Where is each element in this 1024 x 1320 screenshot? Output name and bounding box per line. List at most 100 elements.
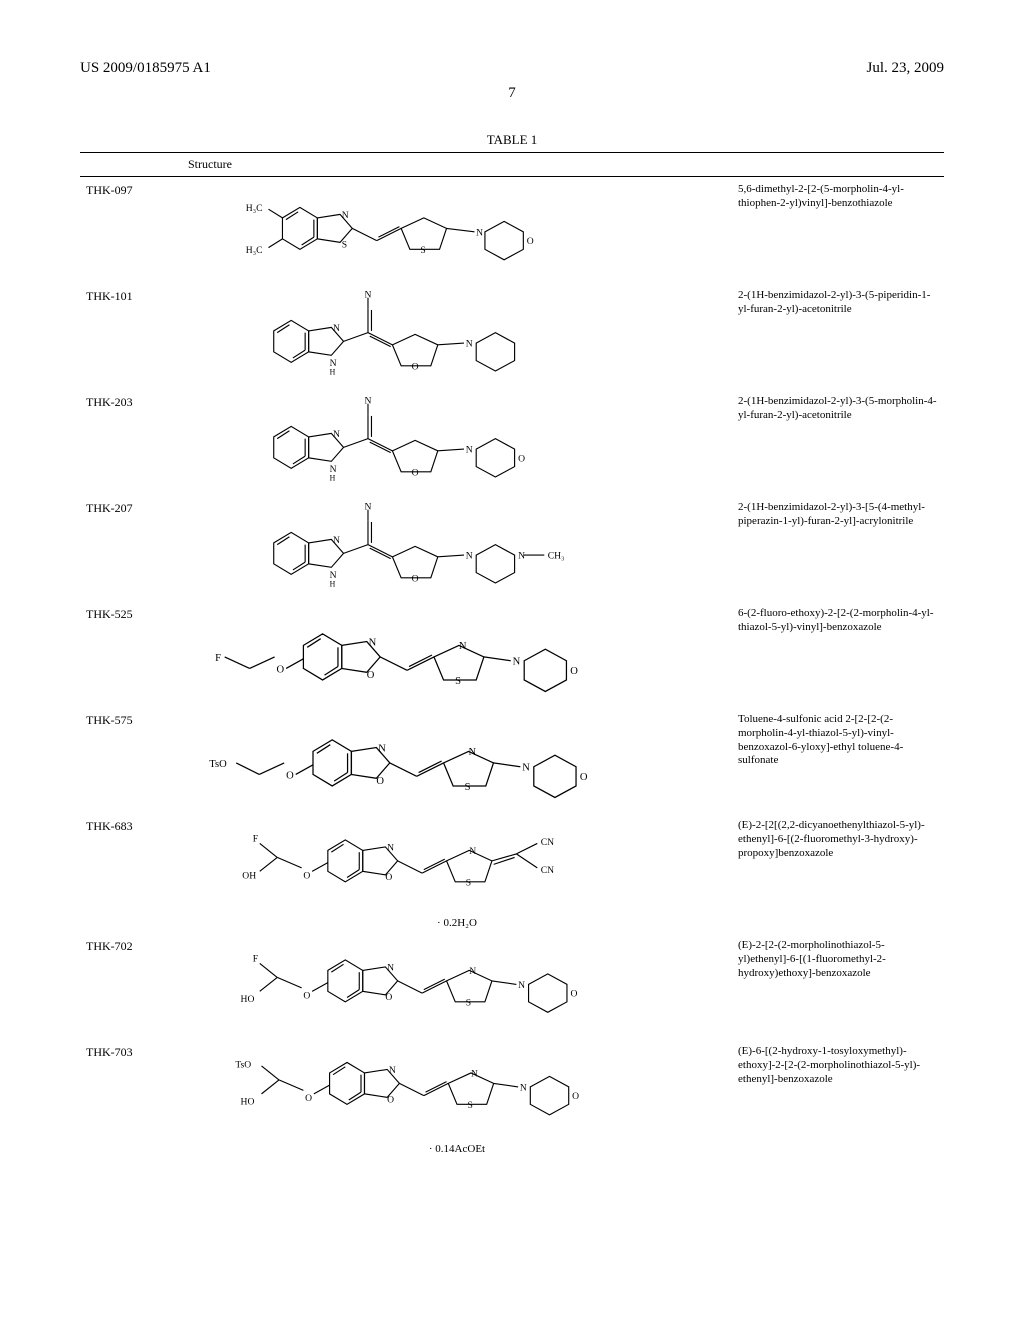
structure-thk-575: TsO O N O N: [188, 713, 726, 809]
svg-text:O: O: [580, 772, 588, 783]
svg-text:O: O: [385, 872, 392, 883]
svg-text:N: N: [387, 842, 394, 853]
svg-text:H₃C: H₃C: [246, 245, 263, 256]
page: US 2009/0185975 A1 Jul. 23, 2009 7 TABLE…: [0, 0, 1024, 1320]
svg-text:O: O: [527, 236, 534, 247]
svg-text:O: O: [387, 1095, 394, 1106]
compound-id: THK-097: [80, 177, 182, 284]
structure-thk-683: F OH O N O: [188, 819, 726, 915]
svg-text:N: N: [476, 227, 483, 238]
svg-text:H: H: [330, 474, 336, 483]
structure-cell: TsO HO O N O: [182, 1039, 732, 1159]
col-name-header: [732, 153, 944, 177]
col-structure-header: Structure: [182, 153, 732, 177]
table-row: THK-101 N N H: [80, 283, 944, 389]
structure-cell: F OH O N O: [182, 813, 732, 933]
structure-cell: F O N O N: [182, 601, 732, 707]
svg-text:S: S: [465, 782, 471, 793]
table-body: THK-097 N S H₃C H₃C: [80, 177, 944, 1160]
structure-thk-203: N N H N O N: [188, 395, 726, 491]
structure-thk-207: N N H N O N: [188, 501, 726, 597]
svg-text:N: N: [333, 429, 340, 440]
svg-text:N: N: [333, 535, 340, 546]
svg-text:O: O: [367, 670, 375, 681]
table-row: THK-203 N N H: [80, 389, 944, 495]
svg-text:N: N: [469, 747, 477, 758]
compound-name: 2-(1H-benzimidazol-2-yl)-3-[5-(4-methyl-…: [732, 495, 944, 601]
header-row: US 2009/0185975 A1 Jul. 23, 2009: [80, 60, 944, 77]
hydrate-note: · 0.2H₂O: [188, 917, 726, 929]
svg-text:N: N: [518, 551, 525, 562]
compound-name: (E)-6-[(2-hydroxy-1-tosyloxymethyl)-etho…: [732, 1039, 944, 1159]
structure-cell: TsO O N O N: [182, 707, 732, 813]
structure-thk-703: TsO HO O N O: [188, 1045, 726, 1141]
svg-text:N: N: [369, 637, 377, 648]
compound-id: THK-101: [80, 283, 182, 389]
svg-text:F: F: [253, 834, 258, 845]
svg-text:N: N: [389, 1065, 396, 1076]
compound-name: 5,6-dimethyl-2-[2-(5-morpholin-4-yl-thio…: [732, 177, 944, 284]
svg-text:O: O: [305, 1093, 312, 1104]
svg-text:S: S: [455, 676, 461, 687]
compound-id: THK-703: [80, 1039, 182, 1159]
svg-text:N: N: [342, 210, 349, 221]
svg-text:S: S: [420, 245, 425, 256]
svg-text:TsO: TsO: [235, 1060, 251, 1071]
table-row: THK-703 TsO HO O: [80, 1039, 944, 1159]
svg-text:S: S: [342, 240, 347, 251]
structure-thk-097: N S H₃C H₃C S: [188, 183, 726, 279]
pub-number: US 2009/0185975 A1: [80, 60, 211, 77]
svg-text:O: O: [385, 992, 392, 1003]
svg-text:O: O: [570, 666, 578, 677]
svg-text:S: S: [467, 1100, 472, 1111]
compound-id: THK-575: [80, 707, 182, 813]
structure-cell: F HO O N O: [182, 933, 732, 1039]
svg-text:S: S: [466, 877, 471, 888]
svg-text:N: N: [378, 743, 386, 754]
structure-thk-101: N N H N O: [188, 289, 726, 385]
svg-text:N: N: [522, 763, 530, 774]
svg-text:N: N: [471, 1068, 478, 1079]
table-row: THK-702 F HO O: [80, 933, 944, 1039]
table-row: THK-683 F OH O: [80, 813, 944, 933]
svg-text:HO: HO: [241, 994, 255, 1005]
pub-date: Jul. 23, 2009: [866, 60, 944, 77]
svg-text:O: O: [303, 870, 310, 881]
page-number: 7: [80, 85, 944, 102]
svg-text:O: O: [376, 776, 384, 787]
compound-name: Toluene-4-sulfonic acid 2-[2-[2-(2-morph…: [732, 707, 944, 813]
svg-text:N: N: [364, 396, 371, 407]
structure-cell: N S H₃C H₃C S: [182, 177, 732, 284]
structure-thk-702: F HO O N O: [188, 939, 726, 1035]
svg-text:O: O: [518, 453, 525, 464]
table-row: THK-207 N N H: [80, 495, 944, 601]
compound-id: THK-203: [80, 389, 182, 495]
structure-cell: N N H N O N: [182, 495, 732, 601]
svg-text:N: N: [469, 966, 476, 977]
svg-text:O: O: [412, 573, 419, 584]
svg-text:N: N: [469, 846, 476, 857]
structure-cell: N N H N O N: [182, 389, 732, 495]
table-row: THK-525 F O N: [80, 601, 944, 707]
svg-text:O: O: [303, 990, 310, 1001]
svg-text:N: N: [513, 657, 521, 668]
svg-text:O: O: [572, 1091, 579, 1102]
svg-text:F: F: [215, 653, 221, 664]
svg-text:HO: HO: [241, 1096, 255, 1107]
svg-text:TsO: TsO: [209, 759, 227, 770]
table-row: THK-097 N S H₃C H₃C: [80, 177, 944, 284]
svg-text:CN: CN: [541, 837, 554, 848]
svg-text:N: N: [466, 551, 473, 562]
svg-text:N: N: [364, 290, 371, 301]
compound-id: THK-525: [80, 601, 182, 707]
hydrate-note: · 0.14AcOEt: [188, 1143, 726, 1155]
svg-text:H: H: [330, 368, 336, 377]
svg-text:H: H: [330, 580, 336, 589]
compound-table: Structure THK-097 N: [80, 152, 944, 1159]
compound-name: 2-(1H-benzimidazol-2-yl)-3-(5-piperidin-…: [732, 283, 944, 389]
svg-text:N: N: [466, 339, 473, 350]
col-id-header: [80, 153, 182, 177]
compound-name: (E)-2-[2-(2-morpholinothiazol-5-yl)ethen…: [732, 933, 944, 1039]
svg-text:N: N: [387, 962, 394, 973]
svg-text:N: N: [333, 323, 340, 334]
